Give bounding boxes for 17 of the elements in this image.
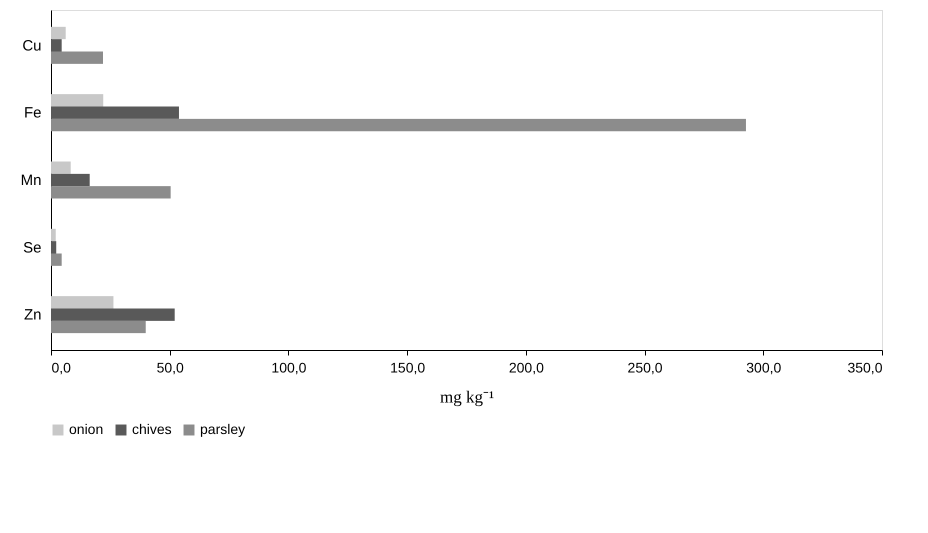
y-tick-label: Fe (24, 104, 42, 122)
x-axis-title: mg kg⁻¹ (440, 388, 494, 406)
x-tick-label: 50,0 (156, 360, 184, 376)
x-tick-label: 150,0 (390, 360, 426, 376)
legend-label: onion (69, 421, 104, 437)
x-tick-label: 250,0 (628, 360, 663, 376)
x-tick-label: 100,0 (271, 360, 307, 376)
x-tick-label: 200,0 (508, 360, 544, 376)
y-tick-label: Cu (22, 37, 42, 54)
legend-label: chives (132, 421, 172, 437)
y-tick-label: Mn (20, 172, 42, 189)
y-tick-label: Se (23, 239, 42, 256)
x-tick-label: 300,0 (746, 360, 782, 376)
x-tick-label: 0,0 (52, 360, 72, 376)
x-tick-label: 350,0 (847, 360, 883, 376)
y-tick-label: Zn (24, 306, 42, 324)
legend-label: parsley (200, 421, 246, 437)
